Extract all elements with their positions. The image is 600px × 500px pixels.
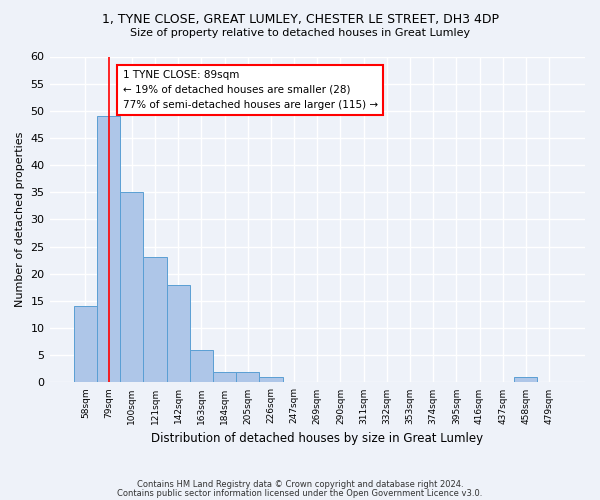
Text: Size of property relative to detached houses in Great Lumley: Size of property relative to detached ho… [130,28,470,38]
Bar [167,284,190,382]
Bar [213,372,236,382]
Bar [259,377,283,382]
X-axis label: Distribution of detached houses by size in Great Lumley: Distribution of detached houses by size … [151,432,484,445]
Bar [74,306,97,382]
Bar [236,372,259,382]
Text: 1 TYNE CLOSE: 89sqm
← 19% of detached houses are smaller (28)
77% of semi-detach: 1 TYNE CLOSE: 89sqm ← 19% of detached ho… [122,70,377,110]
Text: Contains public sector information licensed under the Open Government Licence v3: Contains public sector information licen… [118,490,482,498]
Bar [143,258,167,382]
Text: Contains HM Land Registry data © Crown copyright and database right 2024.: Contains HM Land Registry data © Crown c… [137,480,463,489]
Bar [120,192,143,382]
Bar [97,116,120,382]
Y-axis label: Number of detached properties: Number of detached properties [15,132,25,307]
Text: 1, TYNE CLOSE, GREAT LUMLEY, CHESTER LE STREET, DH3 4DP: 1, TYNE CLOSE, GREAT LUMLEY, CHESTER LE … [101,12,499,26]
Bar [514,377,538,382]
Bar [190,350,213,382]
